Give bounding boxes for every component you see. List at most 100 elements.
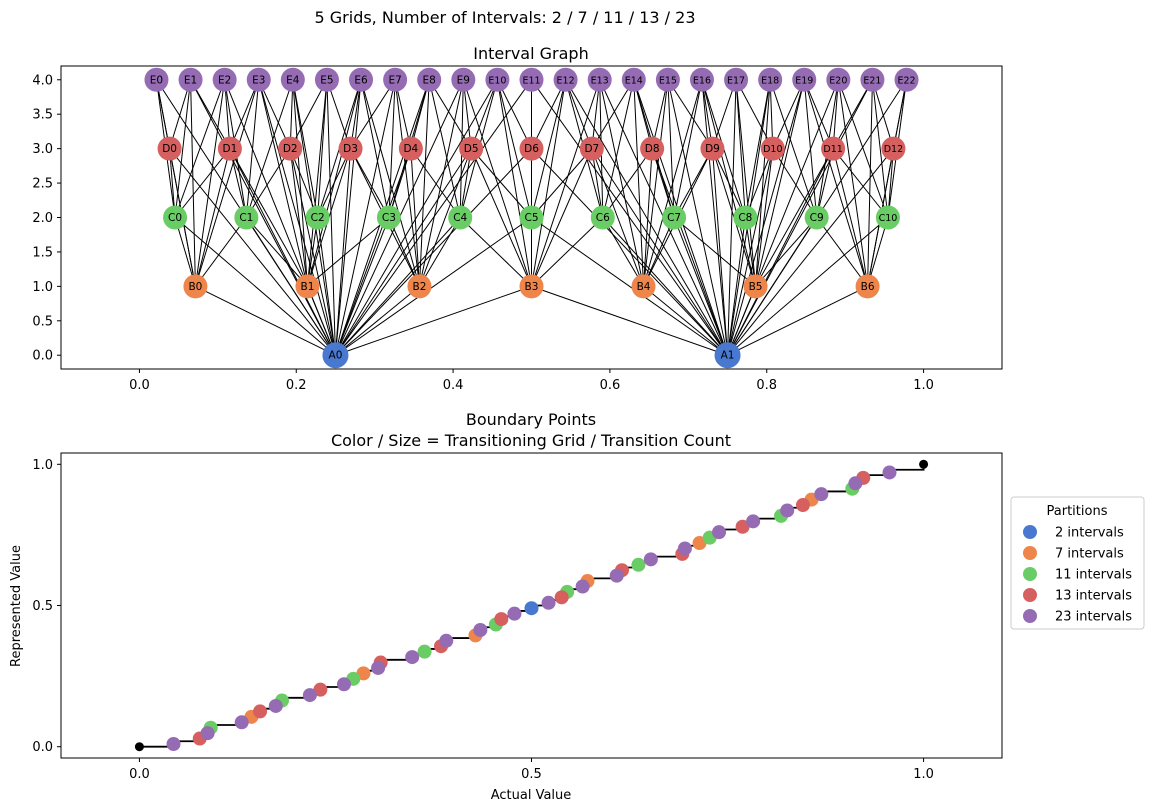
graph-edge-C3-E7 xyxy=(388,79,396,218)
graph-edge-C10-D11 xyxy=(832,148,889,218)
graph-edge-B6-E20 xyxy=(837,79,869,287)
graph-edge-A1-D9 xyxy=(711,148,729,356)
graph-edge-D2-E3 xyxy=(258,79,291,149)
graph-edge-A0-C5 xyxy=(335,217,532,356)
boundary-point xyxy=(643,552,658,567)
legend-item-7-intervals: 7 intervals xyxy=(1023,546,1124,562)
graph-edge-A1-D6 xyxy=(531,148,728,356)
graph-node-label: A0 xyxy=(329,350,343,362)
graph-node-D0: D0 xyxy=(157,136,182,161)
graph-node-label: E14 xyxy=(625,75,643,86)
graph-edge-A1-E11 xyxy=(531,79,728,356)
x-tick-label: 0.0 xyxy=(129,378,150,393)
graph-edge-B5-E19 xyxy=(755,79,805,287)
graph-edge-B2-D5 xyxy=(419,148,472,287)
graph-edge-C1-D2 xyxy=(245,148,291,218)
y-axis-label: Represented Value xyxy=(9,545,24,667)
graph-node-marker xyxy=(894,67,919,92)
graph-edge-A0-E3 xyxy=(258,79,336,356)
graph-edge-A0-E10 xyxy=(335,79,498,356)
legend-item-2-intervals: 2 intervals xyxy=(1023,525,1124,541)
graph-edge-D5-E10 xyxy=(470,79,498,149)
graph-node-label: E12 xyxy=(557,75,575,86)
graph-node-D9: D9 xyxy=(700,136,725,161)
x-tick-label: 0.2 xyxy=(286,378,307,393)
graph-edge-B5-C9 xyxy=(755,217,818,287)
graph-node-C0: C0 xyxy=(163,205,188,230)
graph-node-E17: E17 xyxy=(724,67,749,92)
graph-node-label: D6 xyxy=(524,143,539,155)
graph-edge-B3-E12 xyxy=(531,79,567,287)
graph-edge-A1-B3 xyxy=(531,285,728,356)
graph-node-label: E9 xyxy=(457,74,470,86)
graph-node-marker xyxy=(212,67,237,92)
graph-node-label: E11 xyxy=(522,75,540,86)
boundary-point xyxy=(313,682,328,697)
graph-node-E10: E10 xyxy=(485,67,510,92)
graph-node-C2: C2 xyxy=(305,205,330,230)
boundary-point xyxy=(780,503,795,518)
graph-node-label: E0 xyxy=(150,74,163,86)
legend-label: 7 intervals xyxy=(1055,547,1124,562)
graph-edge-B0-D1 xyxy=(194,148,231,287)
graph-node-marker xyxy=(758,67,783,92)
graph-node-E9: E9 xyxy=(451,67,476,92)
graph-edge-B3-E10 xyxy=(496,79,532,287)
graph-node-label: E3 xyxy=(252,74,265,86)
y-tick-label: 4.0 xyxy=(32,73,53,88)
interval-graph-edges xyxy=(155,79,908,356)
graph-node-label: C5 xyxy=(524,212,538,224)
graph-edge-B0-C1 xyxy=(195,217,247,287)
graph-node-marker xyxy=(376,205,401,230)
graph-edge-B6-D11 xyxy=(832,148,869,287)
graph-node-label: E16 xyxy=(693,75,711,86)
graph-node-label: E22 xyxy=(897,75,915,86)
graph-node-label: B5 xyxy=(749,281,763,293)
graph-node-B0: B0 xyxy=(183,274,208,299)
graph-edge-A1-C8 xyxy=(727,217,746,356)
graph-node-marker xyxy=(217,136,242,161)
x-tick-label: 0.6 xyxy=(600,378,621,393)
graph-node-A1: A1 xyxy=(714,342,741,369)
graph-node-marker xyxy=(826,67,851,92)
graph-node-D1: D1 xyxy=(217,136,242,161)
graph-node-marker xyxy=(881,136,906,161)
figure-suptitle: 5 Grids, Number of Intervals: 2 / 7 / 11… xyxy=(315,8,696,27)
graph-node-marker xyxy=(590,205,615,230)
boundary-point xyxy=(234,715,249,730)
boundary-point xyxy=(882,465,897,480)
graph-node-A0: A0 xyxy=(322,342,349,369)
graph-node-label: D0 xyxy=(162,143,177,155)
graph-node-marker xyxy=(398,136,423,161)
graph-node-marker xyxy=(553,67,578,92)
graph-edge-B3-C4 xyxy=(459,217,532,287)
graph-node-D7: D7 xyxy=(579,136,604,161)
graph-edge-B1-E5 xyxy=(306,79,328,287)
graph-node-label: E5 xyxy=(320,74,333,86)
graph-node-label: E19 xyxy=(795,75,813,86)
x-axis-label: Actual Value xyxy=(491,788,572,803)
graph-edge-C3-D3 xyxy=(350,148,390,218)
boundary-point xyxy=(405,650,420,665)
graph-node-E15: E15 xyxy=(655,67,680,92)
graph-node-label: A1 xyxy=(721,350,735,362)
graph-node-E5: E5 xyxy=(314,67,339,92)
graph-node-label: C2 xyxy=(311,212,325,224)
graph-edge-A0-B2 xyxy=(335,285,420,356)
graph-edge-B5-D11 xyxy=(755,148,834,287)
boundary-point xyxy=(848,476,863,491)
legend-label: 13 intervals xyxy=(1055,589,1132,604)
graph-edge-A1-E21 xyxy=(727,79,873,356)
graph-node-B2: B2 xyxy=(407,274,432,299)
graph-edge-C2-D2 xyxy=(289,148,319,218)
boundary-point xyxy=(814,487,829,502)
graph-node-marker xyxy=(804,205,829,230)
graph-edge-B6-E21 xyxy=(867,79,873,287)
graph-edge-B1-C3 xyxy=(307,217,390,287)
graph-edge-C5-D7 xyxy=(531,148,593,218)
graph-node-marker xyxy=(519,136,544,161)
graph-node-label: E18 xyxy=(761,75,779,86)
graph-node-label: C10 xyxy=(879,213,898,224)
graph-node-label: C9 xyxy=(810,212,824,224)
